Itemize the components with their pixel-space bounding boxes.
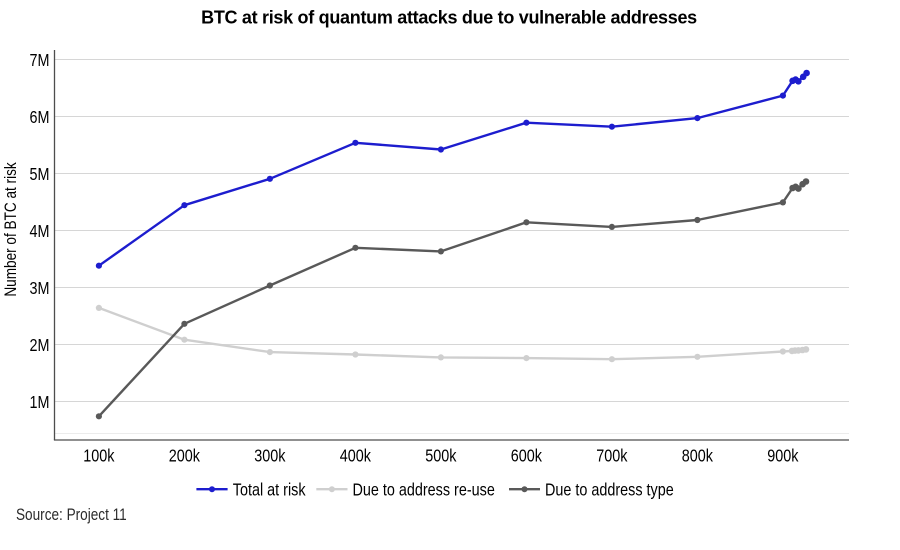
svg-text:7M: 7M bbox=[30, 51, 50, 71]
svg-text:500k: 500k bbox=[425, 446, 457, 466]
svg-text:5M: 5M bbox=[30, 165, 50, 185]
svg-text:700k: 700k bbox=[596, 446, 628, 466]
svg-text:900k: 900k bbox=[767, 446, 799, 466]
svg-text:6M: 6M bbox=[30, 108, 50, 128]
svg-text:800k: 800k bbox=[682, 446, 714, 466]
svg-text:400k: 400k bbox=[340, 446, 372, 466]
svg-text:600k: 600k bbox=[511, 446, 543, 466]
svg-text:100k: 100k bbox=[83, 446, 115, 466]
svg-text:Due to address type: Due to address type bbox=[545, 480, 674, 500]
svg-text:Number of BTC at risk: Number of BTC at risk bbox=[1, 162, 20, 297]
svg-text:3M: 3M bbox=[30, 279, 50, 299]
svg-text:2M: 2M bbox=[30, 336, 50, 356]
svg-text:BTC at risk of quantum attacks: BTC at risk of quantum attacks due to vu… bbox=[201, 8, 697, 28]
svg-text:4M: 4M bbox=[30, 222, 50, 242]
svg-text:1M: 1M bbox=[30, 393, 50, 413]
svg-text:Total at risk: Total at risk bbox=[233, 480, 306, 500]
svg-text:Due to address re-use: Due to address re-use bbox=[353, 480, 495, 500]
svg-text:200k: 200k bbox=[169, 446, 201, 466]
svg-text:300k: 300k bbox=[254, 446, 286, 466]
svg-text:Source: Project 11: Source: Project 11 bbox=[16, 506, 127, 525]
